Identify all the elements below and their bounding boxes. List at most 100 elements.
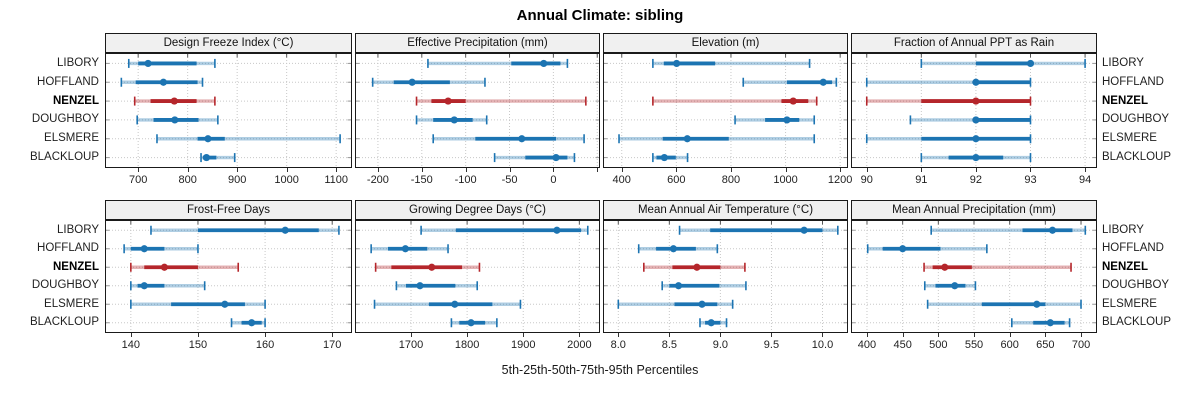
axis-tick-bottom [921, 168, 923, 172]
median-dot [972, 116, 980, 124]
axis-tick-bottom [467, 333, 469, 337]
percentile-mark-nenzel [923, 262, 1072, 272]
axis-tick-label: 650 [1036, 339, 1055, 351]
median-dot [202, 153, 211, 162]
axis-tick-bottom [785, 168, 787, 172]
median-dot [171, 116, 179, 124]
axis-tick-label: 800 [178, 174, 197, 186]
percentile-mark-libory [652, 58, 811, 68]
median-dot [552, 153, 560, 162]
axis-tick-label: -200 [366, 174, 389, 186]
axis-tick-label: 1800 [454, 339, 480, 351]
panel-header-effective-precipitation-mm: Effective Precipitation (mm) [355, 33, 600, 53]
median-dot [518, 135, 526, 143]
axis-tick-bottom [286, 168, 288, 172]
station-label-blackloup-right: BLACKLOUP [1102, 316, 1172, 329]
percentile-mark-hoffland [637, 244, 719, 254]
axis-tick-bottom [974, 333, 975, 337]
median-dot [170, 97, 178, 105]
axis-tick-bottom [421, 168, 423, 172]
percentile-mark-elsmere [865, 134, 1032, 144]
median-dot [1033, 300, 1041, 308]
axis-tick-label: 91 [915, 174, 928, 186]
station-label-nenzel-right: NENZEL [1102, 94, 1148, 107]
percentile-mark-libory [920, 58, 1086, 68]
median-dot [428, 263, 436, 271]
axis-tick-bottom [553, 168, 555, 172]
axis-tick-bottom [1045, 333, 1047, 337]
axis-tick-label: 500 [929, 339, 948, 351]
axis-tick-label: 170 [323, 339, 342, 351]
percentile-mark-elsmere [432, 134, 585, 144]
axis-tick-label: 400 [612, 174, 631, 186]
percentile-mark-blackloup [1011, 318, 1071, 328]
median-dot [204, 135, 212, 143]
axis-tick-label: -50 [501, 174, 518, 186]
axis-tick-label: 400 [857, 339, 877, 351]
station-label-nenzel-right: NENZEL [1102, 260, 1148, 273]
percentile-mark-elsmere [926, 299, 1082, 309]
median-dot [1048, 226, 1057, 234]
median-dot [951, 282, 959, 290]
percentile-mark-blackloup [699, 318, 728, 328]
axis-tick-bottom [410, 333, 412, 337]
median-dot [972, 97, 980, 105]
axis-tick-bottom [237, 168, 239, 172]
axis-tick-label: 900 [227, 174, 247, 186]
axis-tick-label: 150 [188, 339, 208, 351]
median-dot [450, 116, 458, 124]
axis-tick-bottom [197, 333, 199, 337]
axis-tick-label: 1000 [274, 174, 299, 186]
panel-plot-fraction-of-annual-ppt-as-rain [851, 53, 1097, 168]
median-dot [819, 78, 827, 86]
median-dot [553, 226, 561, 234]
axis-tick-bottom [523, 333, 525, 337]
percentile-mark-doughboy [136, 115, 219, 125]
axis-tick-bottom [1009, 333, 1011, 337]
station-label-libory-right: LIBORY [1102, 56, 1144, 69]
panel-plot-elevation-m [603, 53, 848, 168]
axis-tick-bottom [130, 333, 132, 337]
percentile-mark-elsmere [156, 134, 341, 144]
median-dot [444, 97, 452, 105]
axis-tick-bottom [866, 168, 868, 172]
percentile-mark-libory [427, 58, 569, 68]
panel-canvas-elevation-m [604, 54, 847, 167]
panel-canvas-design-freeze-index-c [106, 54, 351, 167]
median-dot [1046, 319, 1054, 327]
percentile-mark-blackloup [450, 318, 498, 328]
station-label-blackloup-left: BLACKLOUP [29, 151, 99, 164]
percentile-mark-nenzel [130, 262, 240, 272]
axis-tick-label: 160 [255, 339, 275, 351]
median-dot [416, 282, 424, 290]
axis-tick-label: 0 [550, 174, 557, 186]
axis-tick-bottom [1085, 168, 1087, 172]
axis-tick-bottom [377, 168, 379, 172]
axis-tick-label: 10.0 [811, 339, 834, 351]
percentile-mark-blackloup [920, 153, 1032, 163]
median-dot [467, 319, 475, 327]
axis-tick-label: 9.0 [712, 339, 729, 351]
axis-tick-label: 93 [1024, 174, 1037, 186]
median-dot [408, 78, 416, 86]
panel-canvas-mean-annual-precipitation-mm [852, 221, 1096, 332]
percentile-mark-libory [678, 225, 839, 235]
median-dot [972, 78, 980, 86]
axis-tick-bottom [1030, 168, 1032, 172]
axis-tick-label: 1100 [324, 174, 348, 186]
percentile-mark-elsmere [618, 134, 816, 144]
percentile-mark-doughboy [734, 115, 816, 125]
median-dot [248, 319, 256, 327]
axis-tick-bottom [822, 333, 824, 337]
panel-canvas-effective-precipitation-mm [356, 54, 599, 167]
axis-tick-label: 1700 [398, 339, 424, 351]
axis-tick-bottom [902, 333, 904, 337]
axis-tick-bottom [669, 333, 671, 337]
axis-tick-bottom [975, 168, 977, 172]
axis-tick-label: 600 [667, 174, 686, 186]
panel-header-mean-annual-air-temperature-c: Mean Annual Air Temperature (°C) [603, 200, 848, 220]
panel-canvas-mean-annual-air-temperature-c [604, 221, 847, 332]
percentile-mark-blackloup [230, 318, 266, 328]
median-dot [899, 245, 907, 253]
